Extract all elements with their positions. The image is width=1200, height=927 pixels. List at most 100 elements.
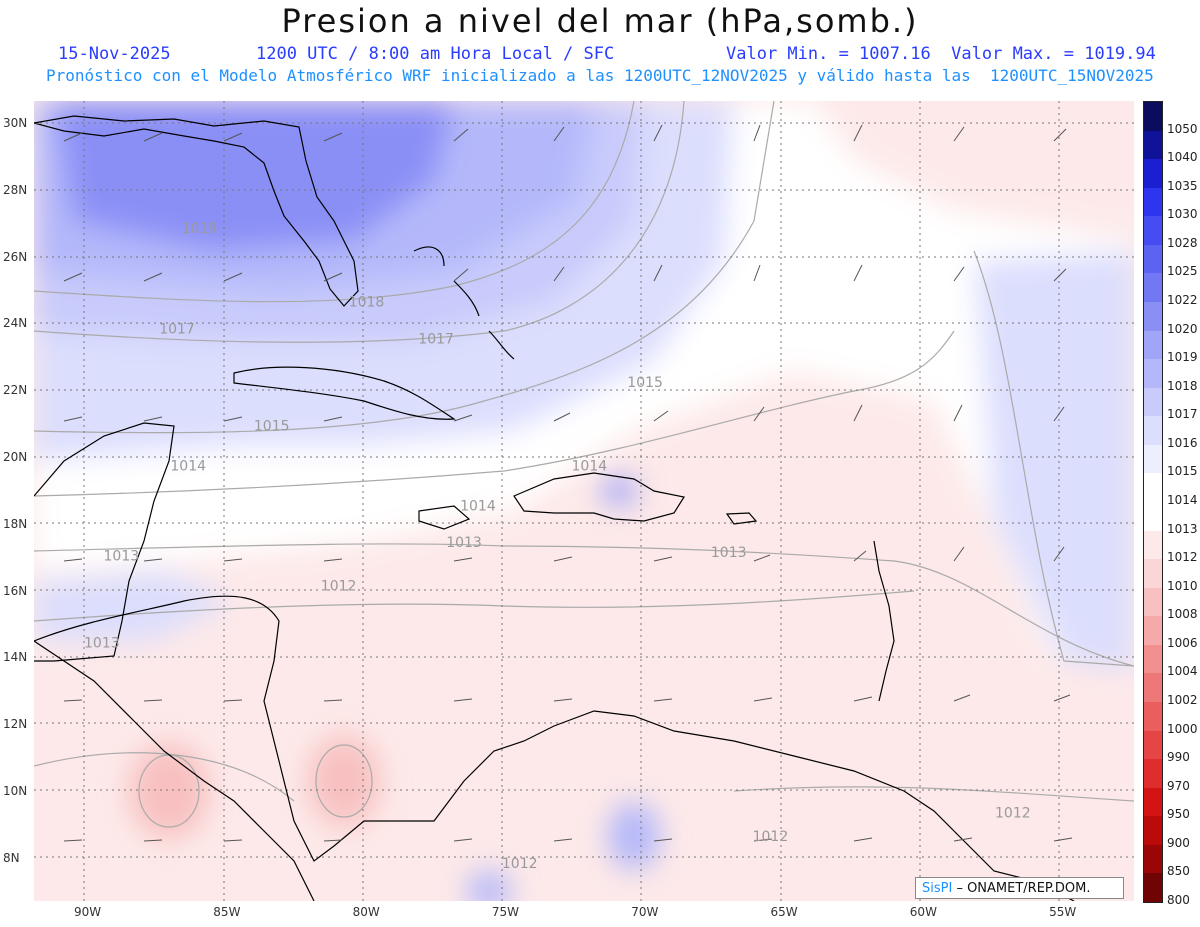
isobar-label: 1012 <box>502 856 538 872</box>
legend-value: 1050 <box>1167 121 1198 136</box>
latitude-label: 20N <box>3 450 28 464</box>
min-max-label: Valor Min. = 1007.16 Valor Max. = 1019.9… <box>726 44 1156 64</box>
latitude-label: 22N <box>3 383 28 398</box>
legend-value: 1012 <box>1167 550 1198 565</box>
isobar-label: 1013 <box>711 545 747 561</box>
isobar-label: 1017 <box>418 331 454 347</box>
legend-swatch <box>1144 302 1162 332</box>
isobar-label: 1015 <box>254 418 290 434</box>
legend-value: 1017 <box>1167 407 1198 422</box>
isobar-label: 1014 <box>572 458 608 474</box>
legend-swatch <box>1144 530 1162 560</box>
latitude-label: 8N <box>3 850 20 865</box>
legend-swatch <box>1144 844 1162 874</box>
legend-value: 970 <box>1167 778 1190 793</box>
legend-value: 1013 <box>1167 521 1198 536</box>
isobar-labels: 1019 1018 1017 1017 1015 1015 1014 1014 1014 1013… <box>84 221 1031 872</box>
isobar-label: 1017 <box>159 321 195 337</box>
isobar-label: 1018 <box>349 295 385 311</box>
latitude-label: 30N <box>3 116 28 130</box>
legend-swatch <box>1144 130 1162 160</box>
legend-value: 1022 <box>1167 293 1198 307</box>
legend-value: 1019 <box>1167 350 1198 365</box>
latitude-label: 14N <box>3 650 28 665</box>
latitude-label: 28N <box>3 182 28 197</box>
legend-value: 1030 <box>1167 207 1198 222</box>
pressure-map: 1019 1018 1017 1017 1015 1015 1014 1014 1014 1013… <box>34 101 1134 901</box>
legend-swatch <box>1144 730 1162 760</box>
isobar-label: 1013 <box>84 635 120 651</box>
credit-box: SisPI – ONAMET/REP.DOM. <box>915 877 1124 899</box>
graticule <box>34 101 1134 901</box>
longitude-label: 60W <box>909 905 937 919</box>
isobar-label: 1019 <box>182 221 218 237</box>
legend-value: 1040 <box>1167 150 1198 165</box>
longitude-label: 85W <box>213 905 241 919</box>
legend-value: 800 <box>1167 893 1190 907</box>
date-label: 15-Nov-2025 <box>58 44 171 64</box>
legend-value: 1000 <box>1167 721 1198 736</box>
legend-value: 1028 <box>1167 235 1198 250</box>
longitude-label: 70W <box>631 905 659 919</box>
legend-swatch <box>1144 416 1162 446</box>
legend-swatch <box>1144 702 1162 732</box>
legend-swatch <box>1144 159 1162 189</box>
legend-swatch <box>1144 473 1162 503</box>
legend-swatch <box>1144 444 1162 474</box>
legend-swatch <box>1144 273 1162 303</box>
sispi-logo: SisPI <box>922 881 953 896</box>
legend-swatch <box>1144 216 1162 246</box>
isobar-label: 1012 <box>753 829 789 845</box>
legend-value: 1015 <box>1167 464 1198 479</box>
legend-swatch <box>1144 673 1162 703</box>
legend-swatch <box>1144 559 1162 589</box>
longitude-label: 90W <box>74 905 102 919</box>
wind-barbs <box>63 124 1073 842</box>
legend-swatch <box>1144 816 1162 846</box>
legend-swatch <box>1144 502 1162 532</box>
latitude-label: 16N <box>3 583 28 598</box>
legend-swatch <box>1144 587 1162 617</box>
coastlines <box>34 115 1075 901</box>
legend-swatch <box>1144 187 1162 217</box>
legend-value: 1008 <box>1167 607 1198 622</box>
isobar-label: 1013 <box>446 535 482 551</box>
legend-swatch <box>1144 787 1162 817</box>
legend-value: 1018 <box>1167 378 1198 393</box>
legend-value: 950 <box>1167 807 1190 822</box>
legend-value: 1025 <box>1167 264 1198 279</box>
legend-value: 1004 <box>1167 664 1198 679</box>
legend-swatch <box>1144 644 1162 674</box>
legend-swatch <box>1144 873 1162 903</box>
longitude-label: 65W <box>770 905 798 919</box>
legend-value: 990 <box>1167 750 1190 765</box>
isobar-label: 1013 <box>104 549 140 565</box>
latitude-label: 10N <box>3 784 28 798</box>
legend-value: 1006 <box>1167 635 1198 650</box>
credit-text: – ONAMET/REP.DOM. <box>952 881 1091 896</box>
legend-value: 850 <box>1167 864 1190 879</box>
legend-value: 900 <box>1167 835 1190 850</box>
legend-swatch <box>1144 244 1162 274</box>
isobar-label: 1012 <box>321 579 357 595</box>
longitude-label: 80W <box>352 905 380 919</box>
legend-swatch <box>1144 330 1162 360</box>
legend-value: 1010 <box>1167 578 1198 593</box>
legend-value: 1020 <box>1167 321 1198 336</box>
legend-swatch <box>1144 102 1162 132</box>
isobar-label: 1014 <box>460 498 496 514</box>
pressure-shading <box>34 101 1134 901</box>
time-label: 1200 UTC / 8:00 am Hora Local / SFC <box>256 44 615 64</box>
legend-swatch <box>1144 759 1162 789</box>
latitude-label: 24N <box>3 316 28 331</box>
longitude-label: 55W <box>1049 905 1077 919</box>
legend-swatch <box>1144 616 1162 646</box>
isobar-label: 1014 <box>170 458 206 474</box>
forecast-description: Pronóstico con el Modelo Atmosférico WRF… <box>46 66 1154 85</box>
latitude-label: 26N <box>3 249 28 264</box>
legend-value: 1035 <box>1167 178 1198 193</box>
latitude-label: 18N <box>3 516 28 531</box>
isobar-label: 1012 <box>995 806 1031 822</box>
legend-value: 1002 <box>1167 693 1198 707</box>
legend-value: 1014 <box>1167 493 1198 507</box>
